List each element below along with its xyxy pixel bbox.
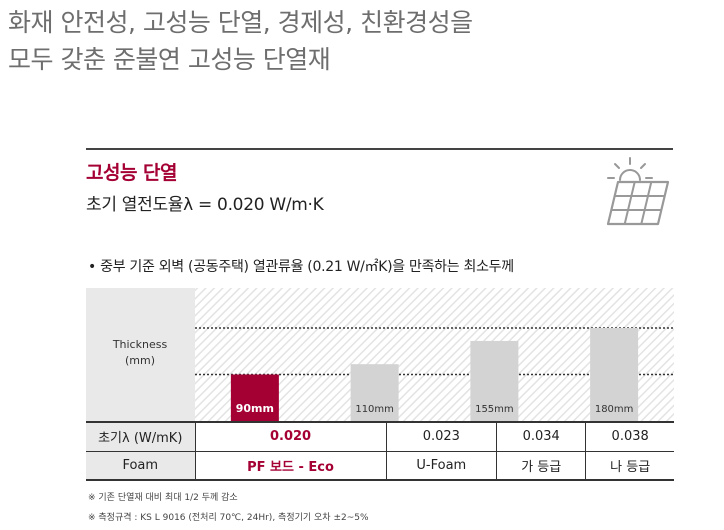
bar-value-label: 155mm <box>475 404 514 415</box>
table-cell: 0.034 <box>496 421 586 452</box>
bar <box>590 328 639 421</box>
headline-line-2: 모두 갖춘 준불연 고성능 단열재 <box>8 45 331 74</box>
spec-table: 초기λ (W/mK) 0.020 0.023 0.034 0.038 Foam … <box>86 421 674 481</box>
row-header-foam: Foam <box>86 450 195 481</box>
thickness-chart: 90mm 110mm 155mm 180mm Thickness (mm) <box>86 288 674 421</box>
thickness-chart-svg: 90mm 110mm 155mm 180mm Thickness (mm) <box>86 288 674 421</box>
bar <box>470 340 519 421</box>
table-cell: 가 등급 <box>496 450 586 481</box>
headline-line-1: 화재 안전성, 고성능 단열, 경제성, 친환경성을 <box>8 8 473 37</box>
table-cell: U-Foam <box>385 450 497 481</box>
table-row: Foam PF 보드 - Eco U-Foam 가 등급 나 등급 <box>86 450 674 481</box>
chart-label-panel <box>86 288 195 421</box>
bar-value-label: 180mm <box>595 404 634 415</box>
table-cell: PF 보드 - Eco <box>194 450 387 481</box>
table-cell: 0.038 <box>585 421 674 452</box>
table-cell: 0.023 <box>385 421 497 452</box>
bullet-note: • 중부 기준 외벽 (공동주택) 열관류율 (0.21 W/㎡K)을 만족하는… <box>88 259 514 275</box>
headline: 화재 안전성, 고성능 단열, 경제성, 친환경성을 모두 갖춘 준불연 고성능… <box>8 4 473 78</box>
table-cell: 나 등급 <box>585 450 674 481</box>
footnote-2: ※ 측정규격 : KS L 9016 (전처리 70℃, 24Hr), 측정기기… <box>88 513 369 523</box>
row-header-lambda: 초기λ (W/mK) <box>86 421 195 452</box>
bar-value-label: 110mm <box>355 404 394 415</box>
bar-value-label: 90mm <box>236 402 274 415</box>
table-row: 초기λ (W/mK) 0.020 0.023 0.034 0.038 <box>86 421 674 452</box>
bar <box>230 374 279 421</box>
footnotes: ※ 기존 단열재 대비 최대 1/2 두께 감소 ※ 측정규격 : KS L 9… <box>88 488 369 528</box>
bar <box>350 364 399 421</box>
section-divider <box>86 148 673 150</box>
solar-panel-icon <box>598 150 678 230</box>
footnote-1: ※ 기존 단열재 대비 최대 1/2 두께 감소 <box>88 493 238 503</box>
section-subtitle: 초기 열전도율λ = 0.020 W/m·K <box>86 195 324 215</box>
y-axis-label: Thickness (mm) <box>112 338 168 367</box>
table-cell: 0.020 <box>194 421 387 452</box>
section-title: 고성능 단열 <box>86 162 178 184</box>
